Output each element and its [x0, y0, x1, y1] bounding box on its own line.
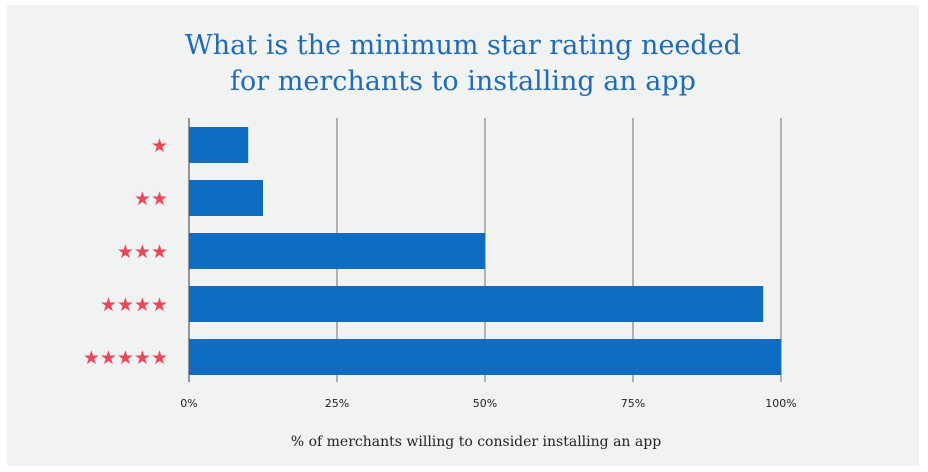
x-tick-label-0: 0%	[180, 397, 197, 410]
bar-2-star	[189, 180, 263, 216]
category-label-1-star: ★	[151, 135, 168, 157]
gridlines	[188, 118, 782, 382]
category-label-4-star: ★★★★	[100, 294, 168, 316]
x-tick-label-75: 75%	[621, 397, 645, 410]
category-label-3-star: ★★★	[117, 241, 168, 263]
bar-1-star	[189, 127, 249, 163]
chart-title-line-1: What is the minimum star rating needed	[185, 30, 741, 61]
x-tick-label-100: 100%	[765, 397, 796, 410]
x-tick-label-50: 50%	[473, 397, 497, 410]
bar-5-star	[189, 339, 781, 375]
x-tick-labels: 0% 25% 50% 75% 100%	[180, 397, 796, 410]
bar-3-star	[189, 233, 485, 269]
category-labels: ★★★★★★★★★★★★★★★	[83, 135, 168, 369]
bars	[189, 127, 781, 375]
x-axis-label: % of merchants willing to consider insta…	[291, 434, 661, 450]
bar-4-star	[189, 286, 764, 322]
chart-title-line-2: for merchants to installing an app	[230, 66, 696, 97]
chart-title: What is the minimum star rating needed f…	[7, 28, 919, 100]
category-label-2-star: ★★	[134, 188, 168, 210]
x-tick-label-25: 25%	[325, 397, 349, 410]
category-label-5-star: ★★★★★	[83, 347, 168, 369]
